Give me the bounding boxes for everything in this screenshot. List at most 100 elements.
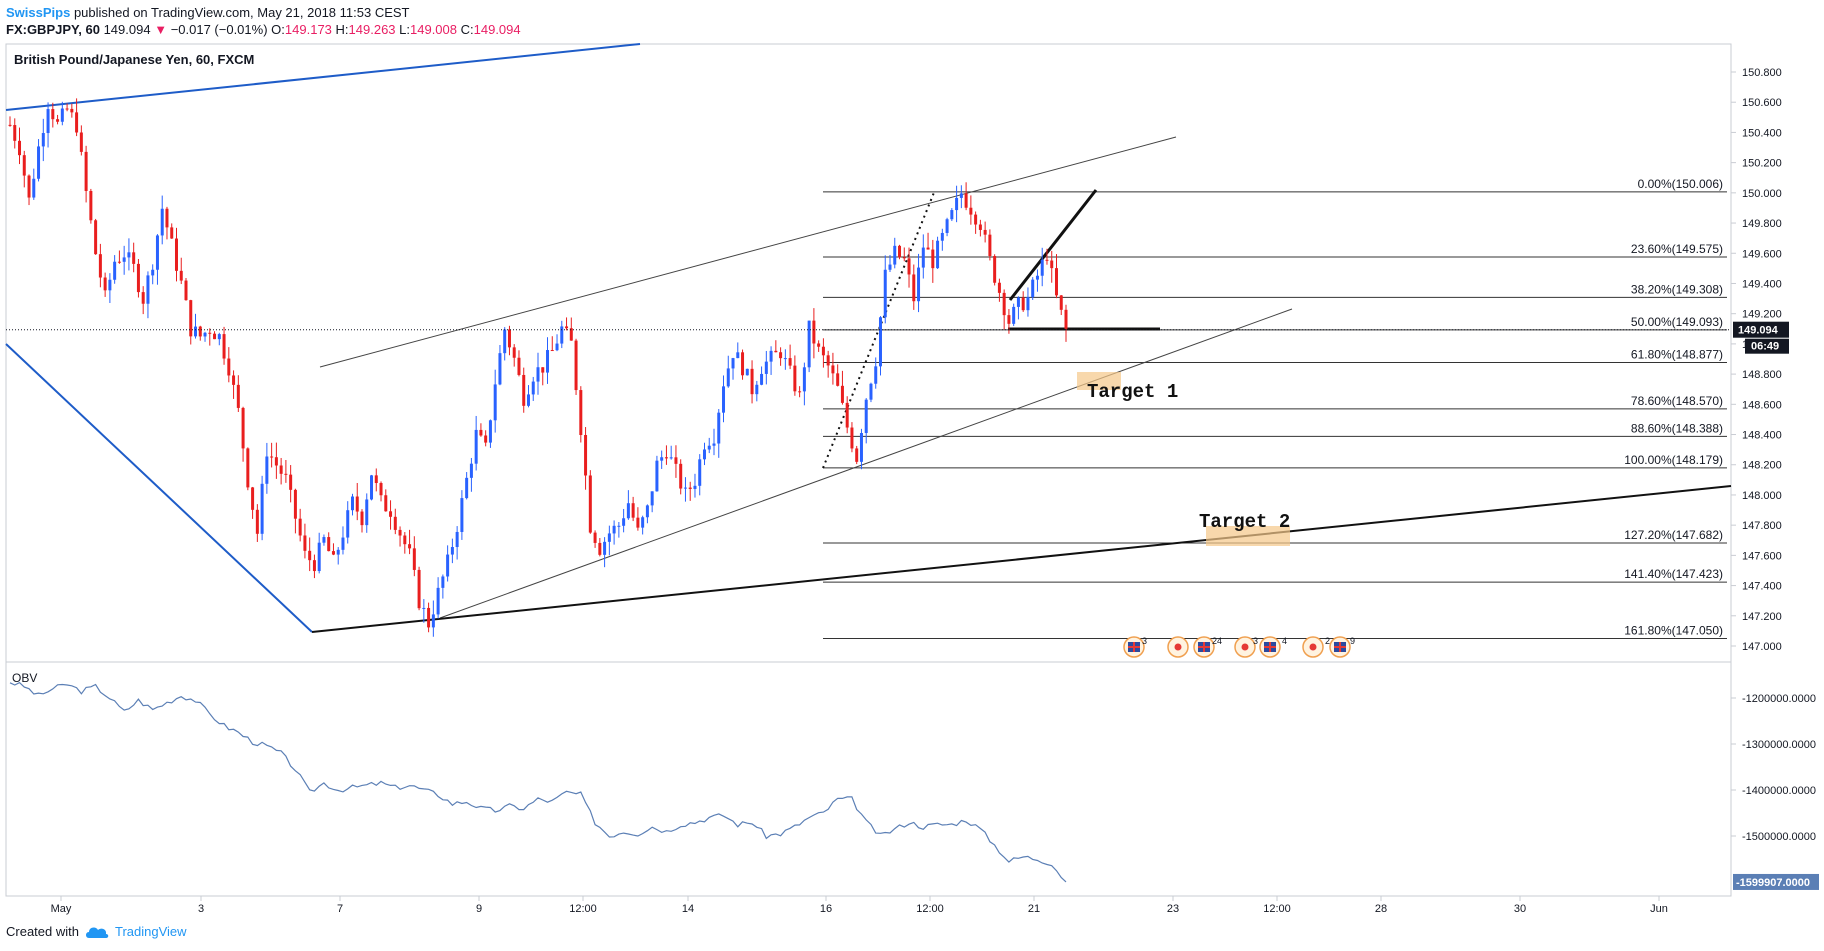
fib-level-label: 78.60%(148.570) [1631, 394, 1723, 408]
candle-body [488, 420, 492, 443]
obv-last-badge-text: -1599907.0000 [1736, 877, 1810, 889]
candle-body [393, 516, 397, 530]
tradingview-cloud-icon [85, 927, 109, 938]
candle-body [127, 252, 131, 258]
price-tick-label: 150.800 [1742, 67, 1782, 79]
flag-pole-line[interactable] [1008, 189, 1098, 301]
candle-body [888, 264, 892, 270]
candle-body [983, 229, 987, 235]
event-dot-icon[interactable] [1302, 636, 1324, 658]
candle-body [441, 576, 445, 588]
candle-body [412, 548, 416, 570]
symbol-interval[interactable]: FX:GBPJPY, 60 [6, 22, 100, 37]
price-tick-label: 149.200 [1742, 309, 1782, 321]
obv-tick-label: -1200000.0000 [1742, 693, 1816, 705]
channel-upper-line[interactable] [319, 136, 1177, 368]
candle-body [279, 465, 283, 474]
candle-body [170, 227, 174, 239]
candle-body [450, 547, 454, 555]
ohlc-open-label: O: [271, 22, 285, 37]
candle-body [812, 320, 816, 344]
candle-body [536, 367, 540, 382]
published-text: published on TradingView.com, May 21, 20… [73, 5, 410, 20]
fib-anchor-dotted-line[interactable] [822, 189, 936, 469]
fib-level-label: 127.20%(147.682) [1624, 528, 1723, 542]
uk-flag-event-icon[interactable] [1123, 636, 1145, 658]
ohlc-close-label: C: [460, 22, 474, 37]
candle-body [98, 254, 102, 278]
candle-body [546, 350, 550, 373]
obv-pane[interactable] [5, 661, 1732, 897]
last-price-badge-bg [1733, 321, 1789, 338]
trendlines[interactable] [5, 43, 1732, 633]
candle-body [155, 235, 159, 270]
candle-body [165, 208, 169, 228]
fib-retracement[interactable]: 0.00%(150.006) 23.60%(149.575) 38.20%(149.… [823, 177, 1727, 639]
candle-body [526, 394, 530, 406]
candle-body [117, 261, 121, 263]
time-tick-label: 28 [1375, 903, 1387, 915]
candle-body [18, 140, 22, 156]
candle-body [236, 384, 240, 408]
candle-body [89, 190, 93, 221]
time-tick-label: 3 [198, 903, 204, 915]
candle-body [260, 483, 264, 534]
candle-body [655, 460, 659, 492]
economic-events[interactable]: 3 24 3 4 2 9 [1123, 636, 1355, 658]
uk-flag-event-icon[interactable] [1329, 636, 1351, 658]
channel-lower-line[interactable] [439, 308, 1293, 619]
author-name[interactable]: SwissPips [6, 5, 71, 20]
candle-body [641, 517, 645, 528]
obv-last-badge-bg [1733, 873, 1819, 890]
candle-body [46, 109, 50, 134]
ohlc-close: 149.094 [473, 22, 521, 37]
target-2-marker[interactable]: Target 2 [1199, 511, 1290, 546]
main-pane[interactable] [5, 43, 1732, 663]
time-tick-label: 9 [476, 903, 482, 915]
candle-body [341, 537, 345, 550]
candle-body [1026, 297, 1030, 311]
candle-body [931, 249, 935, 269]
candle-body [878, 317, 882, 367]
candle-body [136, 263, 140, 293]
tradingview-brand[interactable]: TradingView [114, 924, 187, 939]
blue-lower-trendline[interactable] [5, 343, 313, 633]
price-series[interactable] [8, 98, 1068, 637]
candle-body [755, 384, 759, 395]
price-tick-label: 150.400 [1742, 127, 1782, 139]
candle-body [674, 457, 678, 464]
candle-body [831, 365, 835, 374]
event-count: 3 [1142, 636, 1147, 646]
time-axis[interactable]: May 3 7 9 12:00 14 16 12:00 21 23 12:00 28 30 Jun [51, 896, 1668, 915]
obv-line[interactable] [9, 681, 1067, 883]
candle-body [945, 219, 949, 233]
candle-body [56, 119, 60, 122]
support-trendline[interactable] [311, 485, 1732, 633]
event-dot-icon[interactable] [1234, 636, 1256, 658]
candle-body [308, 550, 312, 561]
target-1-marker[interactable]: Target 1 [1077, 372, 1178, 403]
blue-upper-trendline[interactable] [5, 43, 641, 111]
candle-body [265, 456, 269, 484]
candle-body [512, 347, 516, 358]
candle-body [213, 333, 217, 340]
price-axis[interactable]: 150.800 150.600 150.400 150.200 150.000 149.8… [1731, 67, 1782, 653]
uk-flag-event-icon[interactable] [1193, 636, 1215, 658]
obv-axis[interactable]: -1200000.0000 -1300000.0000 -1400000.0000 -… [1731, 693, 1816, 843]
symbol-line: FX:GBPJPY, 60 149.094 ▼ −0.017 (−0.01%) … [6, 21, 521, 38]
candle-body [122, 257, 126, 262]
candle-body [603, 541, 607, 555]
time-tick-label: 14 [682, 903, 694, 915]
candle-body [783, 358, 787, 360]
event-count: 9 [1350, 636, 1355, 646]
obv-title: OBV [12, 671, 37, 685]
candle-body [793, 365, 797, 392]
candle-body [431, 614, 435, 628]
uk-flag-event-icon[interactable] [1259, 636, 1281, 658]
candle-body [993, 256, 997, 283]
event-dot-icon[interactable] [1167, 636, 1189, 658]
candle-body [417, 569, 421, 609]
candle-body [422, 607, 426, 609]
candle-body [503, 329, 507, 354]
